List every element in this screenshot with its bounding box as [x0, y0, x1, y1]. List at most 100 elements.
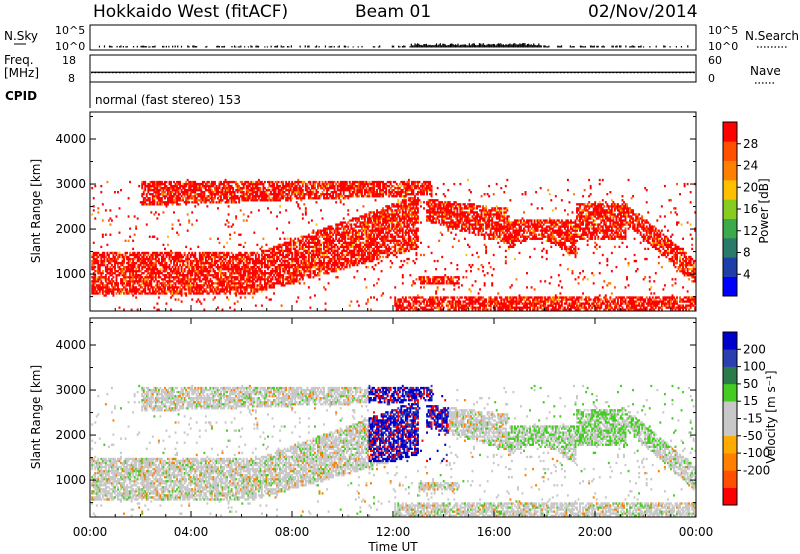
- power-cell: [190, 248, 192, 250]
- power-cell: [275, 262, 277, 264]
- power-cell: [309, 274, 311, 276]
- noise-sample: [596, 46, 597, 48]
- power-cell: [343, 248, 345, 250]
- power-cell: [247, 266, 249, 268]
- power-cell: [219, 254, 221, 256]
- power-cell: [209, 278, 211, 280]
- power-cell: [375, 240, 377, 242]
- power-cell: [259, 282, 261, 284]
- power-cell: [388, 225, 390, 227]
- power-cell: [393, 223, 395, 225]
- power-cell: [353, 256, 355, 258]
- power-cell: [364, 262, 366, 264]
- power-cell: [175, 284, 177, 286]
- power-cell: [135, 272, 137, 274]
- power-cell: [106, 244, 108, 246]
- noise-sample: [238, 46, 239, 47]
- power-cell: [303, 248, 305, 250]
- power-cell: [373, 258, 375, 260]
- power-cell: [308, 286, 310, 288]
- power-cell: [319, 236, 321, 238]
- power-cell: [300, 199, 302, 201]
- noise-sample: [206, 46, 207, 48]
- power-cell: [394, 250, 396, 252]
- power-cell: [246, 252, 248, 254]
- power-cell: [212, 191, 214, 193]
- power-cell: [179, 264, 181, 266]
- noise-sample: [252, 46, 253, 47]
- power-cell: [279, 211, 281, 213]
- power-cell: [153, 270, 155, 272]
- noise-sample: [649, 46, 650, 47]
- power-cell: [323, 258, 325, 260]
- power-cell: [217, 306, 219, 308]
- noise-sample: [111, 46, 112, 47]
- power-cell: [209, 270, 211, 272]
- power-cell: [290, 199, 292, 201]
- power-cell: [320, 260, 322, 262]
- power-cell: [243, 213, 245, 215]
- power-cell: [155, 262, 157, 264]
- power-cell: [137, 290, 139, 292]
- power-cell: [170, 250, 172, 252]
- power-cell: [308, 187, 310, 189]
- power-cell: [237, 290, 239, 292]
- power-cell: [91, 213, 93, 215]
- power-cell: [188, 221, 190, 223]
- power-cell: [240, 280, 242, 282]
- power-cell: [214, 195, 216, 197]
- power-cell: [319, 242, 321, 244]
- power-cell: [165, 290, 167, 292]
- power-cell: [206, 183, 208, 185]
- power-cell: [294, 244, 296, 246]
- power-cell: [367, 223, 369, 225]
- power-cell: [258, 179, 260, 181]
- power-cell: [212, 298, 214, 300]
- power-cell: [376, 256, 378, 258]
- power-cell: [119, 256, 121, 258]
- power-cell: [335, 191, 337, 193]
- power-cell: [161, 272, 163, 274]
- noise-sample: [457, 44, 458, 48]
- power-cell: [281, 266, 283, 268]
- noise-sample: [330, 46, 331, 47]
- power-cell: [203, 284, 205, 286]
- power-cell: [249, 195, 251, 197]
- power-cell: [305, 244, 307, 246]
- power-cell: [273, 292, 275, 294]
- power-cell: [147, 286, 149, 288]
- power-cell: [228, 213, 230, 215]
- power-cell: [119, 274, 121, 276]
- noise-sample: [235, 46, 236, 47]
- power-cell: [179, 181, 181, 183]
- noise-sample: [440, 43, 441, 47]
- noise-sample: [422, 45, 423, 47]
- power-cell: [200, 201, 202, 203]
- power-cell: [315, 193, 317, 195]
- power-cell: [388, 189, 390, 191]
- power-cell: [319, 254, 321, 256]
- noise-sample: [521, 44, 522, 47]
- power-cell: [93, 209, 95, 211]
- power-cell: [349, 230, 351, 232]
- power-cell: [203, 191, 205, 193]
- power-cell: [279, 252, 281, 254]
- power-cell: [323, 268, 325, 270]
- power-cell: [337, 276, 339, 278]
- power-cell: [340, 193, 342, 195]
- power-cell: [393, 185, 395, 187]
- power-cell: [249, 282, 251, 284]
- power-cell: [290, 187, 292, 189]
- power-cell: [138, 288, 140, 290]
- power-cell: [158, 290, 160, 292]
- power-cell: [129, 252, 131, 254]
- power-cell: [132, 294, 134, 296]
- noise-sample: [240, 46, 241, 48]
- power-cell: [382, 193, 384, 195]
- power-cell: [226, 296, 228, 298]
- noise-sample: [633, 46, 634, 48]
- power-cell: [364, 248, 366, 250]
- power-cell: [244, 242, 246, 244]
- noise-sample: [392, 46, 393, 48]
- noise-panel: N.Sky 10^5 10^0 10^5 10^0 N.Search: [4, 24, 799, 53]
